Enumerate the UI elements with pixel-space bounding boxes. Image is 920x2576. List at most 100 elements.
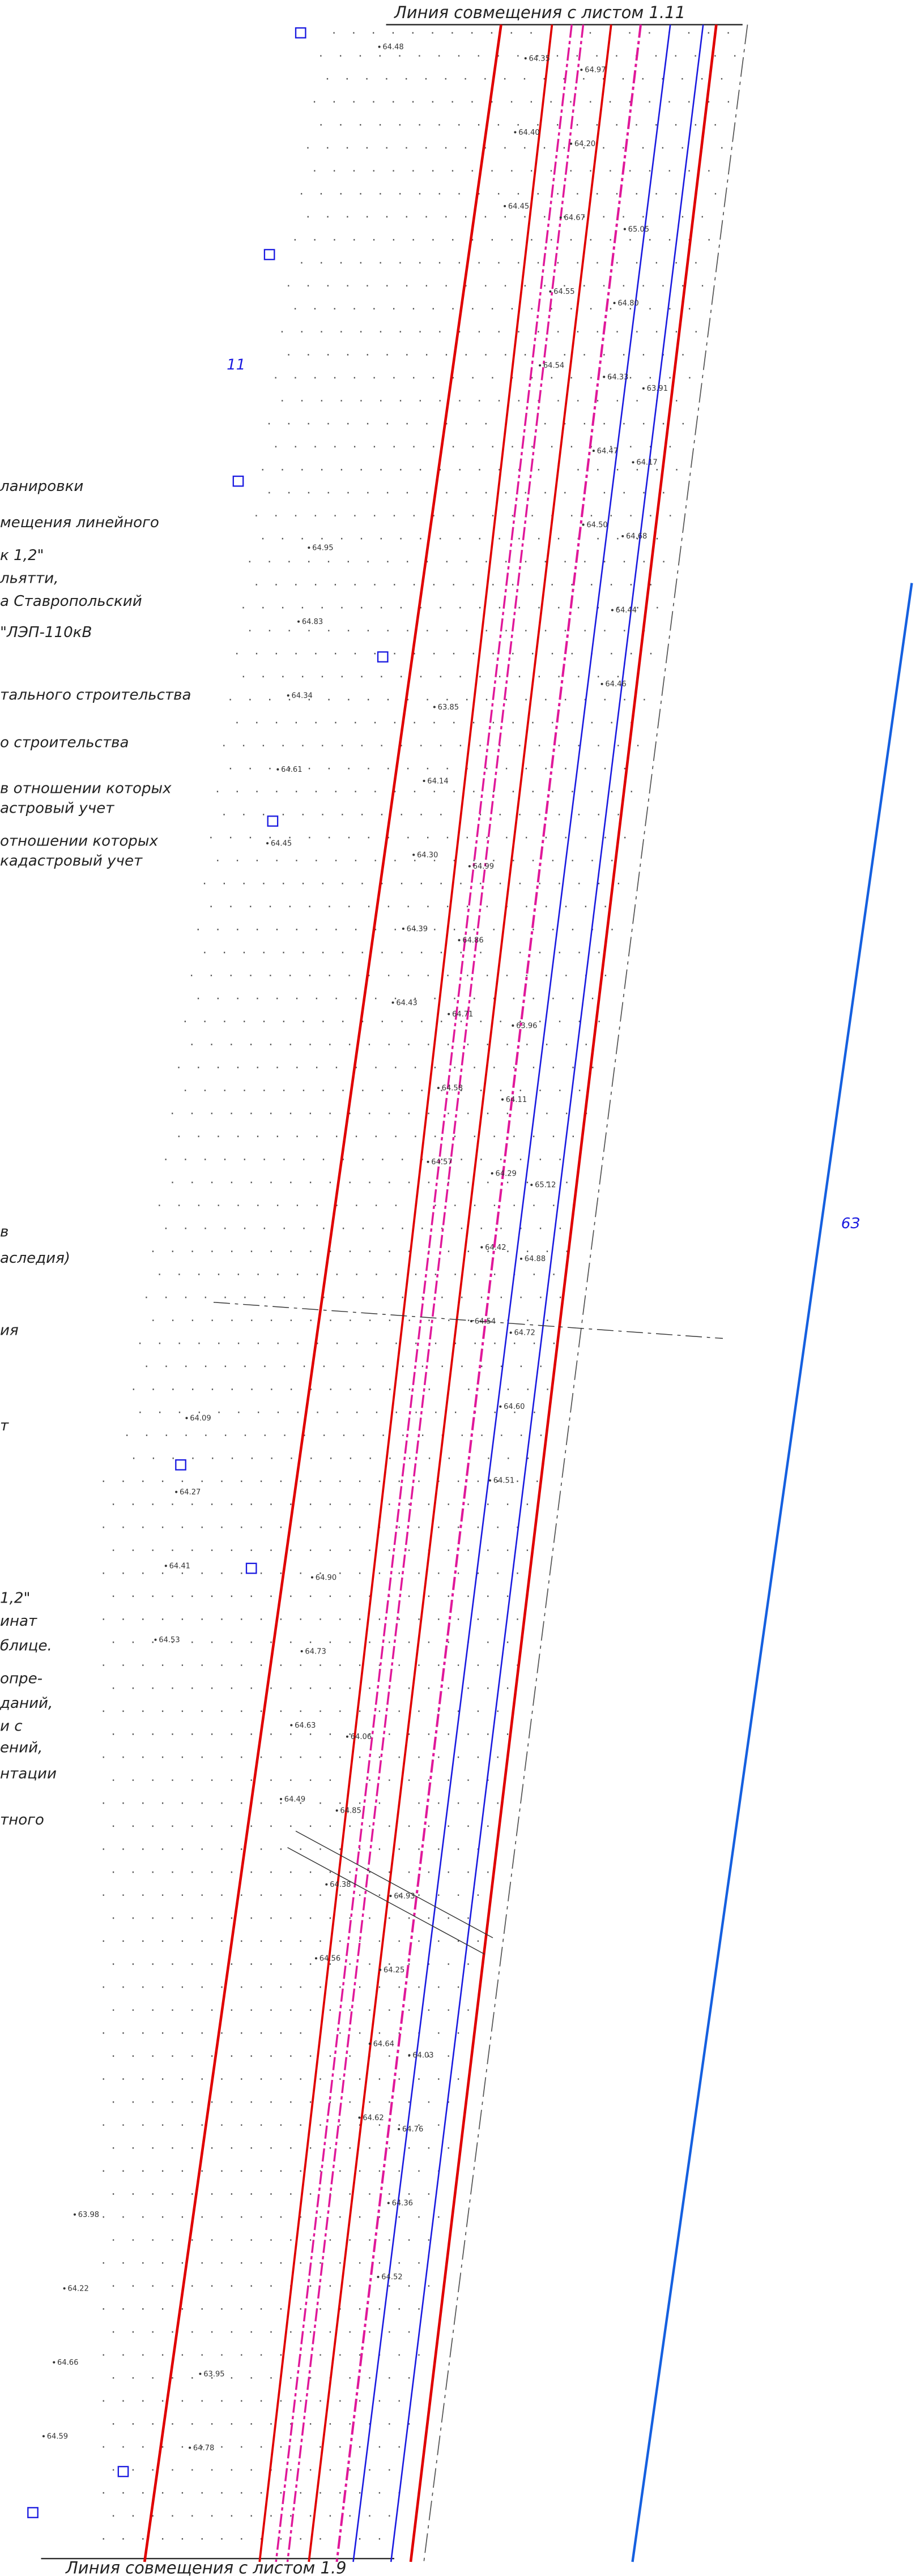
spot-dot [335,1809,338,1812]
legend-text: даний, [0,1695,53,1712]
spot-height: 64.95 [312,544,333,553]
legend-text: в отношении которых [0,780,172,797]
spot-dot [549,290,552,293]
spot-height: 64.17 [636,459,657,467]
spot-dot [325,1883,328,1886]
marker [232,475,244,487]
spot-dot [164,1565,167,1567]
spot-dot [175,1490,178,1493]
spot-dot [63,2287,66,2290]
spot-height: 64.62 [363,2114,384,2122]
spot-height: 64.46 [605,680,626,689]
top-caption: Линия совмещения с листом 1.11 [394,3,685,22]
spot-height: 64.48 [382,43,403,52]
spot-dot [519,1257,523,1260]
spot-dot [582,523,585,526]
road-line [295,1830,493,1938]
spot-dot [398,2128,401,2130]
magenta-line [286,24,585,2562]
spot-height: 64.64 [373,2040,394,2048]
legend-text: т [0,1417,9,1434]
survey-dots [103,32,736,2540]
spot-height: 64.29 [495,1169,516,1178]
legend-text: ия [0,1322,19,1339]
spot-dot [199,2372,202,2376]
spot-dot [279,1797,283,1801]
spot-dot [592,450,595,452]
spot-dot [580,69,583,71]
marker [263,249,275,260]
spot-dot [73,2213,76,2216]
spot-dot [314,1957,318,1960]
spot-height: 64.78 [193,2444,214,2453]
spot-height: 64.73 [305,1647,326,1656]
spot-dot [276,768,279,771]
spot-dot [621,535,624,537]
spot-dot [530,1184,533,1186]
spot-dot [290,1724,293,1727]
spot-height: 64.43 [396,999,417,1007]
spot-height: 64.20 [574,140,595,148]
spot-height: 64.09 [190,1415,211,1423]
legend-text: к 1,2" [0,547,44,564]
red-line [143,24,502,2562]
spot-height: 64.25 [384,1966,404,1975]
legend-text: нтации [0,1766,57,1783]
spot-dot [42,2435,45,2438]
legend-text: отношении которых [0,833,158,850]
spot-height: 64.51 [493,1477,514,1485]
spot-dot [368,2043,371,2045]
legend-text: мещения линейного [0,514,159,531]
spot-dot [488,1479,492,1482]
legend-text: кадастровый учет [0,852,143,869]
spot-height: 64.40 [518,129,539,137]
spot-dot [642,387,645,390]
spot-height: 63.96 [516,1022,537,1030]
spot-height: 64.58 [442,1084,463,1093]
section-line [213,1302,723,1339]
spot-height: 64.54 [543,362,564,370]
spot-dot [480,1246,483,1249]
spot-dot [603,375,606,378]
spot-dot [499,1405,502,1408]
spot-dot [570,142,573,145]
spot-height: 64.71 [452,1010,473,1019]
spot-dot [185,1417,188,1420]
spot-dot [154,1638,157,1641]
spot-dot [358,2116,361,2119]
spot-height: 64.22 [67,2285,88,2293]
survey-grid [103,32,736,2540]
spot-height: 64.55 [553,288,574,296]
spot-height: 65.05 [628,225,649,234]
spot-height: 64.49 [284,1795,305,1804]
spot-dot [512,1024,514,1027]
spot-dot [378,45,381,48]
spot-height: 64.67 [564,214,585,223]
spot-height: 64.44 [616,606,637,615]
right-label: 6З [841,1215,860,1232]
red-line [258,24,553,2562]
spot-dot [458,939,461,942]
spot-dot [539,364,542,367]
spot-dot [611,609,614,612]
legend-text: опре- [0,1671,42,1688]
spot-height: 64.35 [529,54,550,63]
spot-height: 64.59 [47,2433,68,2441]
spot-height: 64.60 [504,1403,525,1411]
spot-dot [613,302,616,305]
corridor-lines [143,24,913,2562]
legend-text: тального строительства [0,686,191,703]
spot-height: 64.68 [626,532,647,541]
spot-height: 64.52 [381,2273,402,2282]
spot-height: 64.27 [180,1488,201,1497]
legend-text: льятти, [0,570,58,587]
spot-dot [504,204,506,208]
legend-text: и с [0,1718,23,1735]
spot-height: 64.03 [412,2052,433,2060]
spot-dot [423,779,425,783]
spot-height: 64.50 [586,521,607,529]
marker [267,815,279,827]
spot-height: 64.56 [320,1955,340,1963]
